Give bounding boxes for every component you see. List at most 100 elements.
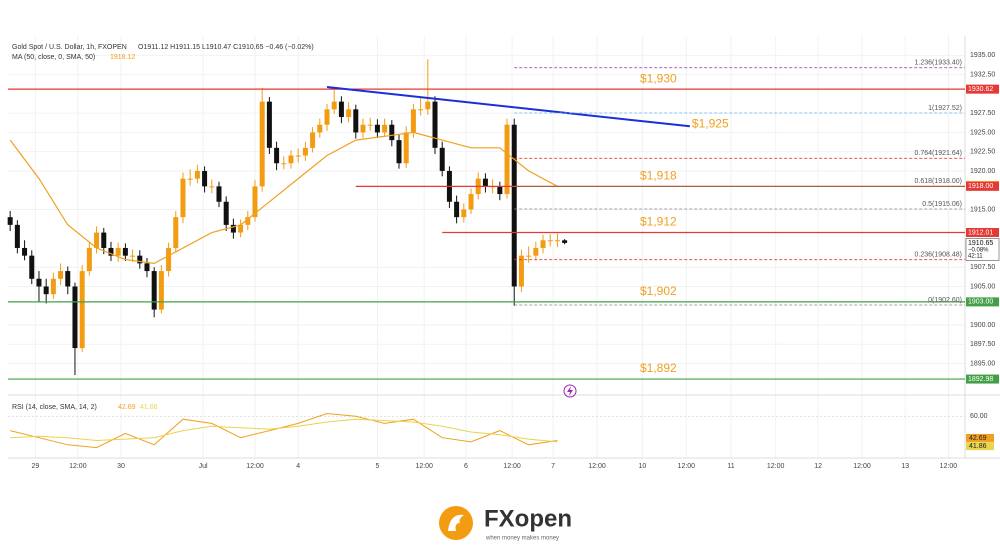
price-tag-label: 1912.01 bbox=[968, 229, 993, 236]
fib-label: 1(1927.52) bbox=[928, 105, 962, 112]
candle-body bbox=[144, 263, 150, 272]
candle-body bbox=[86, 247, 92, 272]
y-tick-label: 1897.50 bbox=[970, 341, 995, 348]
candle-body bbox=[454, 201, 460, 218]
candle-body bbox=[151, 271, 157, 310]
rsi-label: RSI (14, close, SMA, 14, 2) bbox=[12, 404, 97, 411]
candle-body bbox=[432, 101, 438, 148]
candle-body bbox=[324, 109, 330, 125]
x-tick-label: 30 bbox=[117, 463, 125, 470]
candle-body bbox=[274, 147, 280, 164]
candle-body bbox=[101, 232, 107, 248]
candle-body bbox=[245, 217, 251, 225]
candle-body bbox=[533, 247, 539, 256]
y-tick-label: 1932.50 bbox=[970, 72, 995, 79]
ma-label: MA (50, close, 0, SMA, 50) bbox=[12, 54, 95, 61]
candle-body bbox=[266, 101, 272, 148]
brand: FXopen bbox=[484, 505, 572, 532]
candle-body bbox=[72, 286, 78, 349]
x-tick-label: 4 bbox=[296, 463, 300, 470]
y-tick-label: 1905.00 bbox=[970, 283, 995, 290]
price-change: −0.08% bbox=[968, 248, 989, 254]
x-tick-label: 12:00 bbox=[503, 463, 521, 470]
x-tick-label: 6 bbox=[464, 463, 468, 470]
candle-body bbox=[158, 271, 164, 310]
candle-body bbox=[497, 186, 503, 195]
y-tick-label: 1935.00 bbox=[970, 52, 995, 59]
x-tick-label: 12:00 bbox=[767, 463, 785, 470]
candle-body bbox=[547, 240, 553, 242]
rsi-line bbox=[10, 418, 558, 443]
countdown: 42:11 bbox=[968, 254, 983, 260]
level-label: $1,930 bbox=[640, 71, 677, 85]
price-tag bbox=[966, 84, 999, 94]
x-tick-label: 13 bbox=[901, 463, 909, 470]
rsi-tag-label: 41.86 bbox=[969, 443, 987, 450]
x-tick-label: 12:00 bbox=[853, 463, 871, 470]
rsi-tag bbox=[966, 433, 994, 442]
price-tag-label: 1918.00 bbox=[968, 183, 993, 190]
x-tick-label: 12:00 bbox=[246, 463, 264, 470]
candle-body bbox=[526, 255, 532, 257]
fib-label: 1.236(1933.40) bbox=[915, 60, 962, 67]
price-tag-label: 1892.98 bbox=[968, 376, 993, 383]
x-tick-label: 7 bbox=[551, 463, 555, 470]
candle-body bbox=[302, 147, 308, 156]
rsi-tag bbox=[966, 442, 994, 451]
candle-body bbox=[331, 101, 337, 110]
candle-body bbox=[202, 170, 208, 187]
price-tag-label: 1930.62 bbox=[968, 86, 993, 93]
level-label: $1,902 bbox=[640, 284, 677, 298]
rsi-tag-label: 42.69 bbox=[969, 435, 987, 442]
fib-label: 0.764(1921.64) bbox=[915, 150, 962, 157]
candle-body bbox=[374, 124, 380, 133]
candle-body bbox=[562, 240, 568, 243]
x-tick-label: 11 bbox=[727, 463, 734, 470]
candle-body bbox=[50, 278, 56, 295]
y-tick-label: 1915.00 bbox=[970, 206, 995, 213]
candle-body bbox=[482, 178, 488, 187]
candle-body bbox=[130, 255, 136, 257]
candle-body bbox=[209, 186, 215, 188]
x-tick-label: 5 bbox=[375, 463, 379, 470]
event-icon bbox=[567, 386, 573, 396]
rsi-legend: 42.69 bbox=[118, 404, 136, 411]
candle-body bbox=[94, 232, 100, 248]
candle-body bbox=[7, 217, 13, 225]
candle-body bbox=[382, 124, 388, 133]
candle-body bbox=[511, 124, 517, 287]
candle-body bbox=[259, 101, 265, 187]
rsi-tick-label: 60.00 bbox=[970, 413, 988, 420]
price-tag bbox=[966, 181, 999, 191]
trendline bbox=[326, 86, 691, 128]
candle-body bbox=[173, 217, 179, 248]
candle-body bbox=[288, 155, 294, 164]
price-tag bbox=[966, 227, 999, 237]
candle-body bbox=[367, 124, 373, 126]
candle-body bbox=[216, 186, 222, 202]
level-label: $1,892 bbox=[640, 361, 677, 375]
candle-body bbox=[180, 178, 186, 218]
candle-body bbox=[22, 247, 28, 256]
candle-body bbox=[346, 109, 352, 118]
candle-body bbox=[252, 186, 258, 218]
rsi-legend: 41.86 bbox=[140, 404, 158, 411]
y-tick-label: 1922.50 bbox=[970, 149, 995, 156]
x-tick-label: 12:00 bbox=[69, 463, 87, 470]
y-tick-label: 1900.00 bbox=[970, 322, 995, 329]
candle-body bbox=[504, 124, 510, 195]
x-tick-label: 12:00 bbox=[678, 463, 696, 470]
event-icon bbox=[563, 384, 577, 398]
candle-body bbox=[403, 132, 409, 164]
candle-body bbox=[43, 286, 49, 295]
candle-body bbox=[295, 155, 301, 157]
trendline-label: $1,925 bbox=[692, 116, 729, 130]
ohlc-text: O1911.12 H1911.15 L1910.47 C1910.65 −0.4… bbox=[138, 44, 314, 51]
candle-body bbox=[29, 255, 35, 279]
candle-body bbox=[554, 240, 560, 242]
rsi-line bbox=[10, 412, 558, 449]
x-tick-label: 10 bbox=[639, 463, 647, 470]
candle-body bbox=[396, 140, 402, 164]
candle-body bbox=[353, 109, 359, 133]
